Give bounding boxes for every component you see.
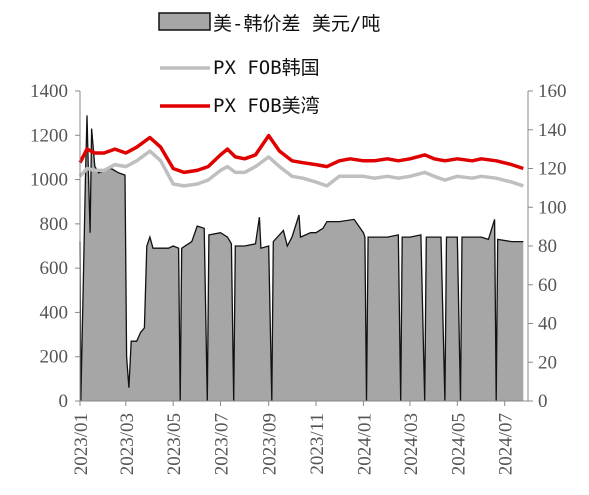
x-tick-label: 2023/11 (307, 413, 328, 475)
y-left-tick-label: 200 (40, 347, 69, 368)
y-right-tick-label: 160 (538, 81, 567, 102)
x-tick-label: 2024/05 (448, 413, 469, 475)
legend-label-spread: 美-韩价差 美元/吨 (213, 13, 380, 35)
legend-item-spread: 美-韩价差 美元/吨 (158, 12, 380, 35)
y-left-tick-label: 400 (40, 302, 69, 323)
series-area-spread (80, 115, 524, 402)
series-line-usgulf (78, 133, 524, 175)
y-right-tick-label: 40 (538, 314, 557, 335)
x-tick-label: 2023/07 (212, 413, 233, 475)
x-tick-label: 2023/01 (71, 413, 92, 475)
y-left-tick-label: 1400 (30, 81, 68, 102)
axes: 0 200 400 600 800 1000 1200 1400 0 20 40 60 80 100 120… (30, 81, 567, 475)
y-left-tick-label: 1000 (30, 170, 68, 191)
x-tick-label: 2023/03 (117, 413, 138, 475)
plot-area (78, 115, 524, 402)
y-right-tick-label: 80 (538, 236, 557, 257)
y-right-tick-label: 0 (538, 391, 548, 412)
x-tick-label: 2023/09 (260, 413, 281, 475)
legend: 美-韩价差 美元/吨 PX FOB韩国 PX FOB美湾 (158, 12, 380, 117)
y-left-tick-label: 600 (40, 258, 69, 279)
y-right-tick-label: 120 (538, 159, 567, 180)
legend-label-korea: PX FOB韩国 (213, 57, 320, 79)
y-right-tick-label: 20 (538, 352, 557, 373)
series-line-korea (78, 149, 524, 188)
legend-swatch-spread (158, 12, 211, 31)
x-tick-label: 2023/05 (164, 413, 185, 475)
y-left-tick-label: 0 (59, 391, 69, 412)
y-right-tick-label: 100 (538, 197, 567, 218)
legend-item-usgulf: PX FOB美湾 (160, 95, 320, 117)
y-right-tick-label: 140 (538, 120, 567, 141)
series-outline-spread (79, 115, 524, 402)
x-tick-label: 2024/03 (401, 413, 422, 475)
y-right-tick-label: 60 (538, 275, 557, 296)
y-left-tick-label: 1200 (30, 125, 68, 146)
legend-label-usgulf: PX FOB美湾 (213, 95, 320, 117)
y-left-tick-label: 800 (40, 214, 69, 235)
x-tick-label: 2024/01 (354, 413, 375, 475)
legend-item-korea: PX FOB韩国 (160, 57, 320, 79)
x-tick-label: 2024/07 (496, 413, 517, 475)
